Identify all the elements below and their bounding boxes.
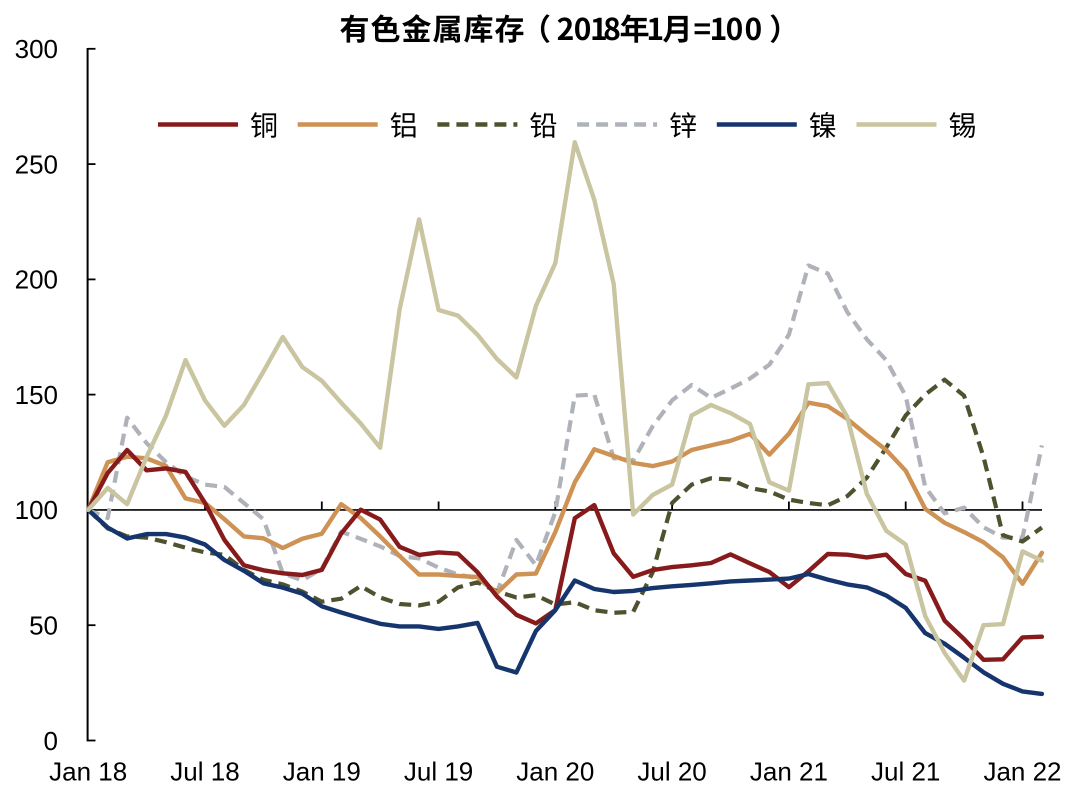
svg-text:100: 100	[15, 495, 58, 525]
svg-text:Jan 18: Jan 18	[49, 757, 127, 787]
svg-text:50: 50	[29, 611, 58, 641]
svg-text:Jul 18: Jul 18	[170, 757, 239, 787]
svg-text:150: 150	[15, 380, 58, 410]
svg-text:Jan 21: Jan 21	[750, 757, 828, 787]
svg-text:0: 0	[44, 726, 58, 756]
svg-text:Jul 20: Jul 20	[637, 757, 706, 787]
svg-text:Jan 20: Jan 20	[516, 757, 594, 787]
svg-text:250: 250	[15, 149, 58, 179]
svg-text:Jul 19: Jul 19	[404, 757, 473, 787]
svg-text:300: 300	[15, 34, 58, 64]
svg-text:200: 200	[15, 265, 58, 295]
svg-text:Jan 22: Jan 22	[983, 757, 1061, 787]
svg-text:Jan 19: Jan 19	[283, 757, 361, 787]
svg-text:Jul 21: Jul 21	[871, 757, 940, 787]
